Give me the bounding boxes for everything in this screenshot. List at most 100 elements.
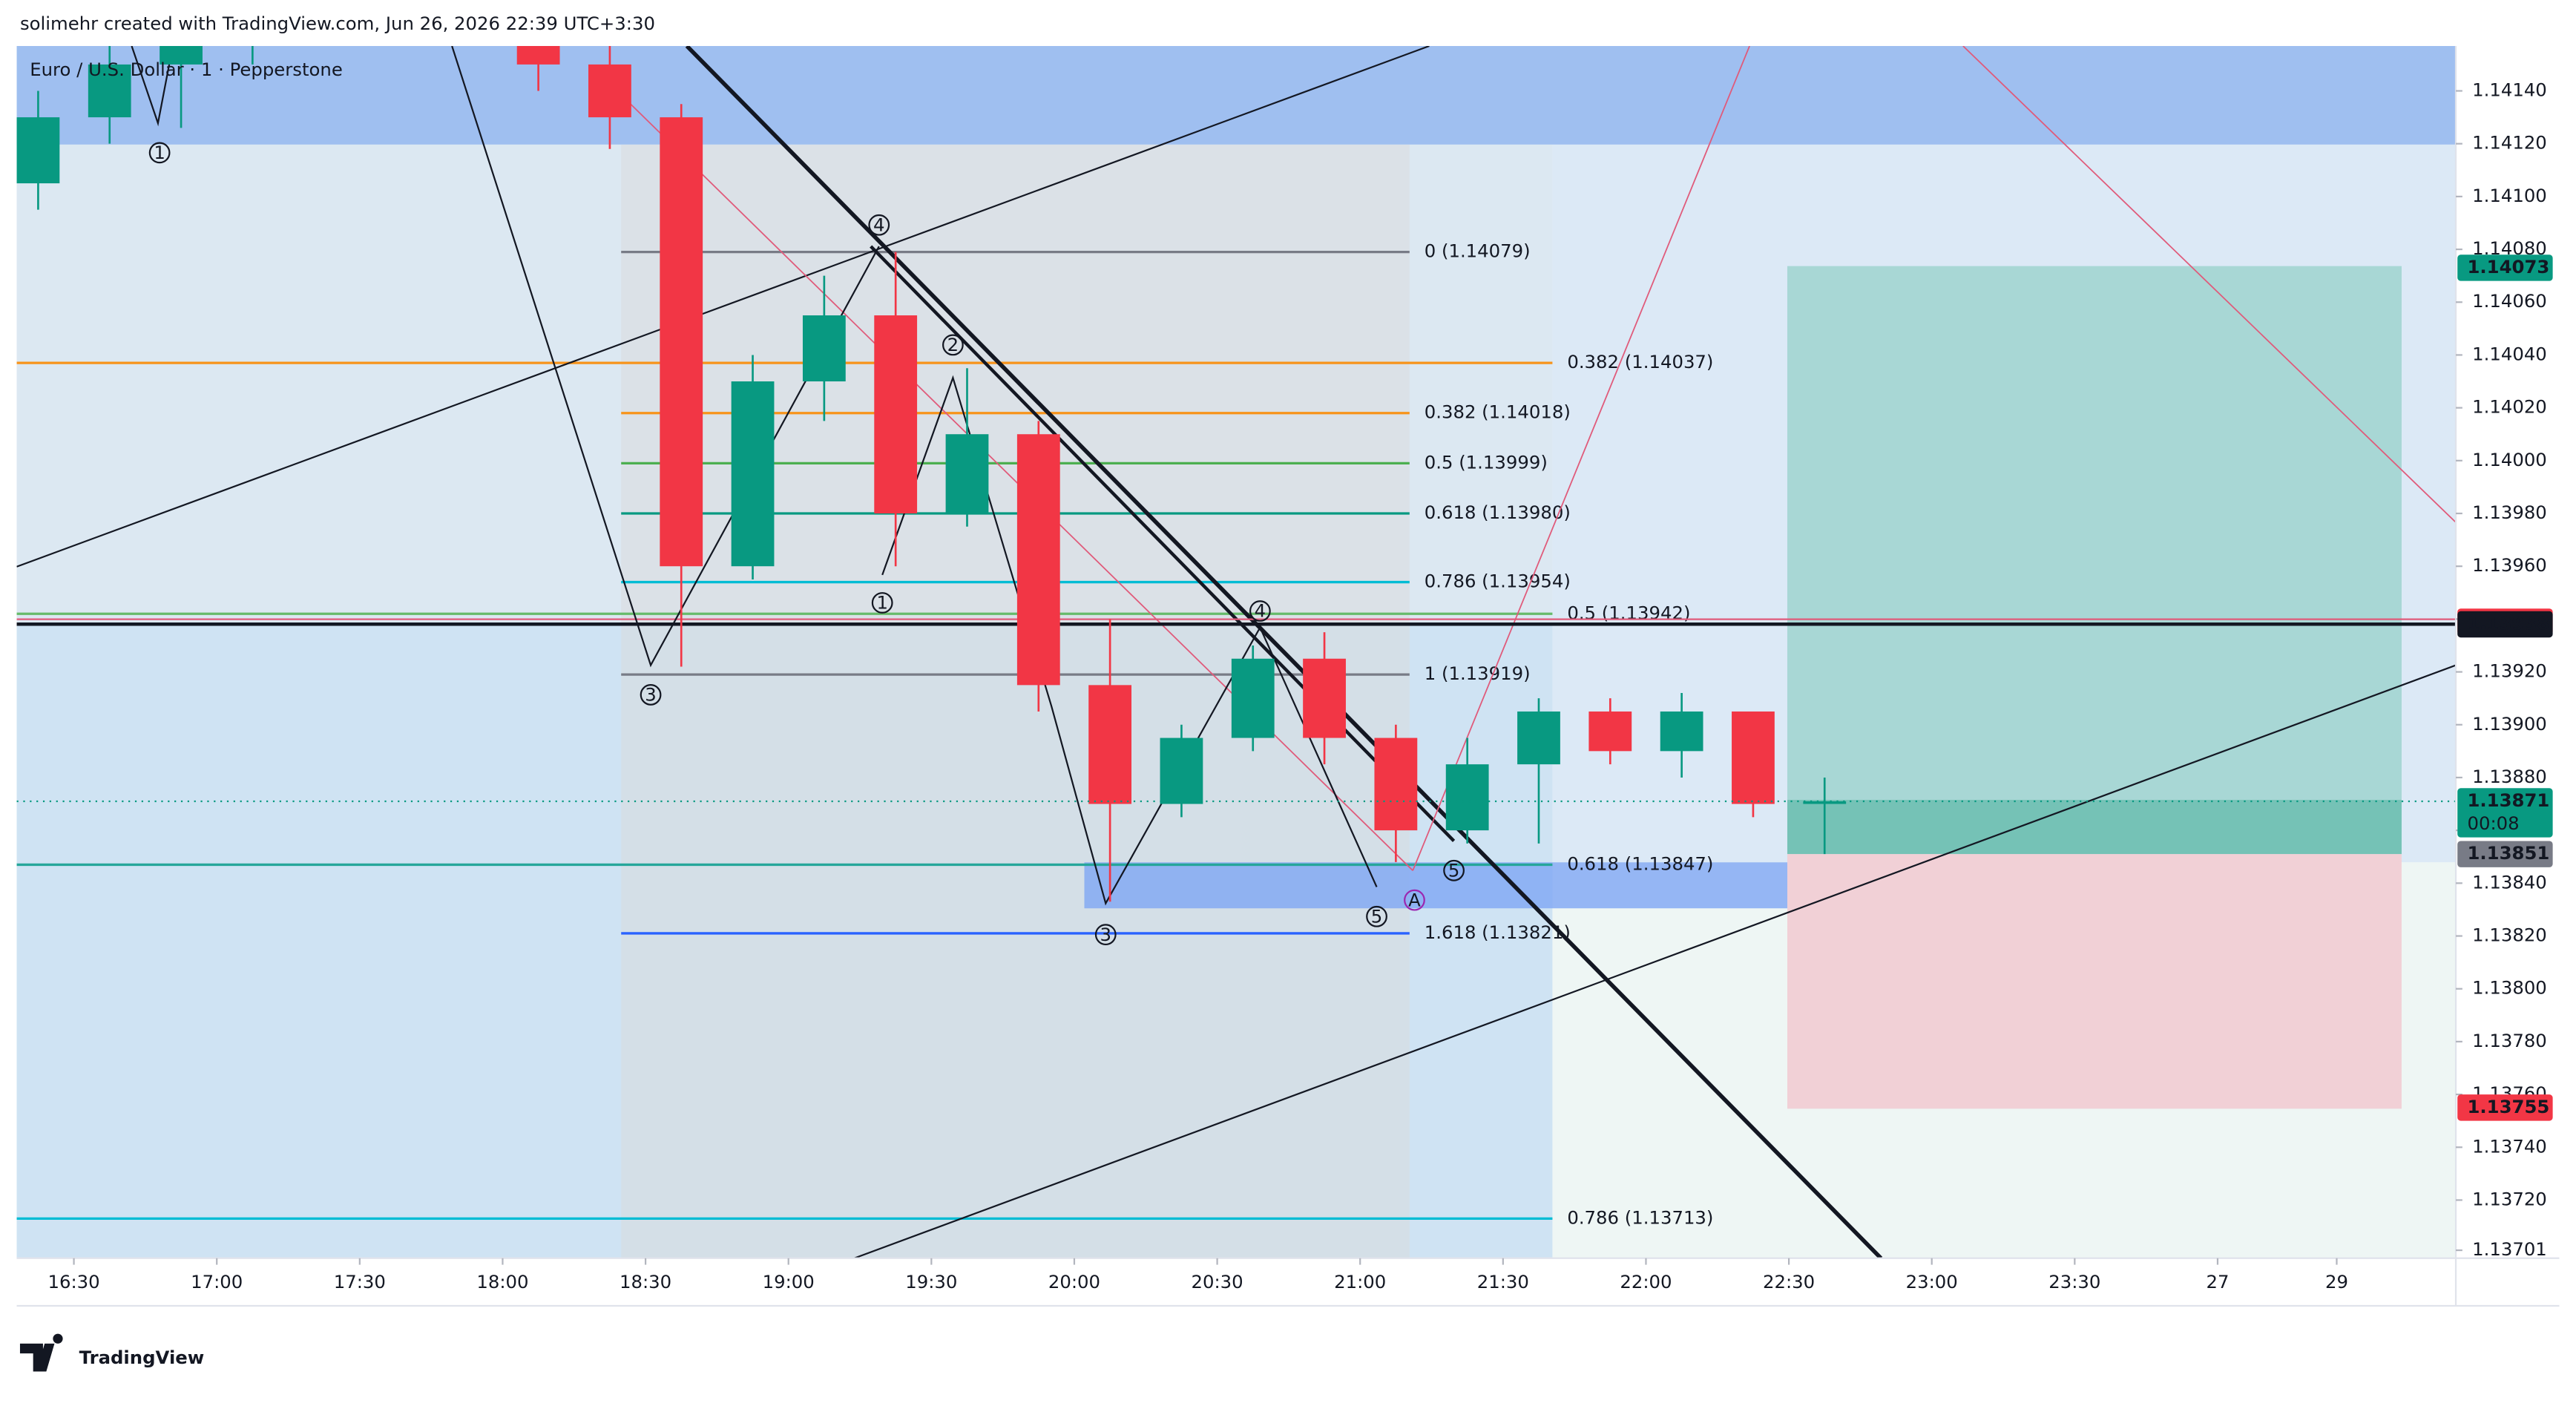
fib-label: 0 (1.14079) [1425,240,1531,262]
wave-marker [942,334,964,356]
y-tick-label: 1.14140 [2472,79,2547,100]
x-tick-label: 18:30 [620,1271,671,1292]
wave-marker [868,214,890,236]
candle-body [1303,658,1346,738]
red-line [1412,45,1750,871]
top-zone [16,45,2457,145]
countdown: 00:08 [2467,812,2519,834]
plot-backgrounds [16,45,2457,1258]
candle-body [1160,738,1203,804]
candle-body [1445,764,1489,831]
wave-marker [1404,889,1425,911]
x-tick-label: 23:00 [1906,1271,1958,1292]
y-tick-label: 1.13900 [2472,713,2547,735]
candle-body [1374,738,1418,831]
candle-body [1732,711,1775,804]
stop-zone [1787,854,2402,1109]
price-label-box [2457,841,2553,867]
wave-label: 4 [1255,600,1266,622]
profit-zone [1787,800,2402,855]
symbol: Euro / U.S. Dollar · 1 · Pepperstone [30,59,343,80]
fib-label: 0.382 (1.14018) [1425,401,1571,423]
fib-label: 0.786 (1.13954) [1425,571,1571,592]
x-tick-label: 17:30 [334,1271,386,1292]
target-zone [1787,266,2402,855]
candle-body [588,64,631,118]
price-label: 1.14073 [2467,256,2549,277]
x-tick-label: 23:30 [2048,1271,2100,1292]
fib-label: 0.5 (1.13999) [1425,451,1548,473]
x-tick-label: 21:00 [1334,1271,1386,1292]
wave-marker [1094,924,1117,946]
wave-marker [148,142,171,164]
wave-label: 1 [876,592,888,614]
price-label: 1.13851 [2467,842,2549,864]
y-tick-label: 1.13960 [2472,554,2547,576]
x-tick-label: 18:00 [476,1271,528,1292]
candle-body [945,434,989,514]
x-tick-label: 29 [2325,1271,2348,1292]
wave-line [451,45,880,668]
x-tick-label: 21:30 [1477,1271,1529,1292]
y-tick-label: 1.13920 [2472,660,2547,682]
wave-marker [1249,600,1271,622]
fib-label: 0.786 (1.13713) [1567,1206,1713,1228]
last-price-label: 1.13871 [2467,789,2549,811]
wave-label: 4 [873,214,885,235]
x-tick-label: 22:30 [1763,1271,1815,1292]
y-tick-label: 1.13780 [2472,1030,2547,1051]
y-tick-label: 1.14100 [2472,185,2547,206]
red-line [599,73,1413,871]
price-label: 1.13755 [2467,1096,2549,1117]
y-tick-label: 1.14040 [2472,343,2547,364]
y-tick-label: 1.13740 [2472,1135,2547,1157]
y-tick-label: 1.13800 [2472,977,2547,999]
price-label: 1.13938 [2467,612,2549,634]
y-tick-label: 1.14120 [2472,132,2547,154]
fib-label: 0.618 (1.13980) [1425,502,1571,523]
logo: TradingView [19,1333,205,1372]
fib-label: 0.618 (1.13847) [1567,853,1713,874]
logo-text: TradingView [79,1347,205,1368]
candle-body [1231,658,1275,738]
price-label-box [2457,1094,2553,1121]
candle-body [1517,711,1560,765]
caption: solimehr created with TradingView.com, J… [20,13,655,34]
y-tick-label: 1.14000 [2472,449,2547,470]
candle-body [516,45,560,65]
y-tick-label: 1.13701 [2472,1238,2547,1260]
fib-label: 0.382 (1.14037) [1567,351,1713,372]
zone [16,624,1553,1258]
x-tick-label: 16:30 [48,1271,100,1292]
plot-layer: 0 (1.14079) 0.382 (1.14018) 0.5 (1.13999) 0… [16,45,2457,1258]
x-tick-label: 20:00 [1048,1271,1100,1292]
wave-marker [640,684,662,706]
candle-body [802,315,846,382]
trendline [685,45,1883,1258]
last-price-box [2457,788,2553,838]
logo-icon [19,1333,63,1372]
candle-body [160,45,203,65]
y-tick-label: 1.14020 [2472,396,2547,418]
wave-label: 3 [1100,924,1112,945]
fib-label: 1 (1.13919) [1425,663,1531,684]
fib-zone [621,144,1410,1258]
candle-body [1660,711,1703,752]
wave-label: 2 [947,334,959,355]
x-tick-label: 17:00 [191,1271,243,1292]
fib-label: 0.5 (1.13942) [1567,602,1690,623]
wave-label: A [1408,889,1421,910]
y-tick-label: 1.13880 [2472,766,2547,787]
y-tick-label: 1.13720 [2472,1188,2547,1209]
candle-body [16,117,60,184]
candle-body [660,117,703,567]
candle-body [88,64,131,118]
price-label-box [2457,254,2553,281]
candle-body [731,381,775,567]
candle-body [1803,801,1847,804]
y-tick-label: 1.13820 [2472,924,2547,946]
x-tick-label: 19:00 [763,1271,815,1292]
channel-line [16,45,1430,568]
wave-line [881,375,1378,906]
